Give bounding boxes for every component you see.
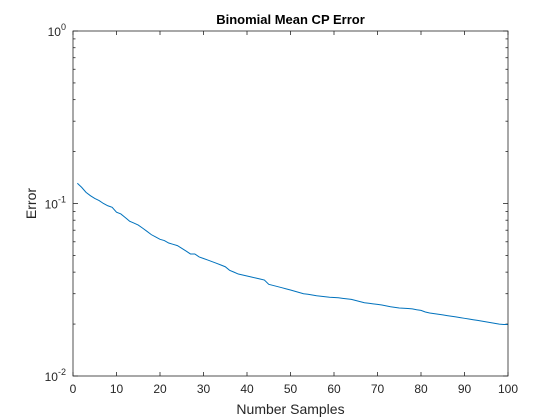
x-tick-label: 0 [70, 382, 77, 396]
plot-box [72, 30, 509, 377]
x-tick-label: 20 [153, 382, 167, 396]
x-tick-label: 60 [327, 382, 341, 396]
x-tick-label: 30 [197, 382, 211, 396]
x-tick-label: 40 [240, 382, 254, 396]
series-line [77, 182, 508, 325]
x-tick-label: 90 [458, 382, 472, 396]
chart-title: Binomial Mean CP Error [216, 12, 365, 27]
x-tick-label: 50 [284, 382, 298, 396]
y-axis-label: Error [23, 188, 39, 219]
x-tick-label: 10 [110, 382, 124, 396]
x-tick-labels: 0 10 20 30 40 50 60 70 80 90 100 [70, 382, 519, 396]
y-tick-label: 10-2 [45, 367, 66, 384]
x-tick-label: 80 [414, 382, 428, 396]
x-tick-label: 100 [498, 382, 518, 396]
y-tick-label: 100 [48, 22, 66, 39]
x-axis-label: Number Samples [236, 401, 344, 417]
series-layer [77, 182, 508, 325]
y-tick-label: 10-1 [45, 195, 66, 212]
x-tick-label: 70 [371, 382, 385, 396]
y-tick-labels: 10-2 10-1 100 [45, 22, 66, 384]
plot-area [73, 31, 508, 376]
